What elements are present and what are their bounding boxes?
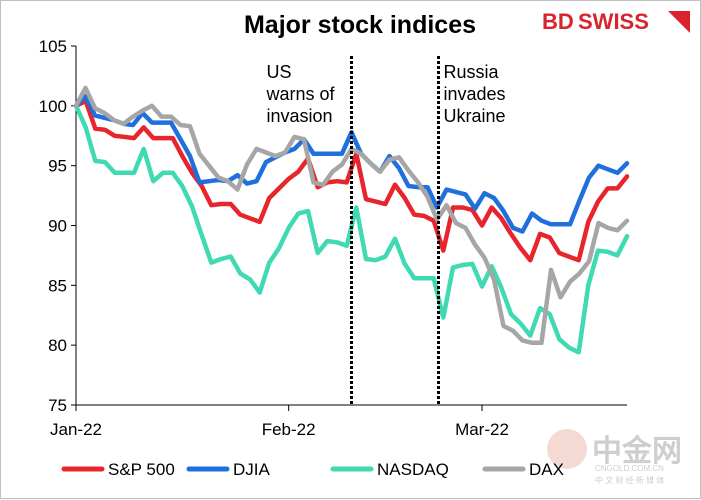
event-annotation-text: Russia: [444, 62, 500, 82]
legend-label: NASDAQ: [377, 460, 449, 479]
legend-label: DAX: [529, 460, 564, 479]
watermark: 中金网 CNGOLD.COM.CN 中 文 财 经 新 媒 体: [547, 429, 682, 485]
watermark-url: CNGOLD.COM.CN: [595, 464, 664, 473]
brand-logo-bd: BD: [542, 9, 574, 34]
legend-label: DJIA: [233, 460, 271, 479]
x-tick-label: Feb-22: [262, 420, 316, 439]
y-tick-label: 85: [48, 276, 67, 295]
x-tick-label: Mar-22: [455, 420, 509, 439]
watermark-flame-icon: [547, 429, 587, 469]
x-tick-label: Jan-22: [50, 420, 102, 439]
legend-label: S&P 500: [108, 460, 175, 479]
y-tick-label: 75: [48, 396, 67, 415]
watermark-name: 中金网: [592, 434, 682, 468]
y-tick-label: 90: [48, 217, 67, 236]
watermark-tagline: 中 文 财 经 新 媒 体: [595, 475, 664, 485]
brand-logo-mark-icon: [668, 11, 690, 33]
y-tick-label: 100: [39, 97, 67, 116]
chart-title: Major stock indices: [244, 11, 476, 39]
y-tick-label: 95: [48, 157, 67, 176]
event-annotation-text: invasion: [267, 106, 333, 126]
y-tick-label: 80: [48, 336, 67, 355]
event-annotation-text: warns of: [266, 84, 336, 104]
event-annotation-text: Ukraine: [444, 106, 506, 126]
event-annotation-text: invades: [444, 84, 506, 104]
brand-logo-swiss: SWISS: [578, 9, 649, 34]
event-annotation-text: US: [267, 62, 292, 82]
axes: 75 80 85 90 95 100 105 Jan-22 Feb-22 Mar-22: [39, 37, 627, 439]
y-tick-label: 105: [39, 37, 67, 56]
legend: S&P 500 DJIA NASDAQ DAX: [61, 460, 564, 479]
brand-logo: BD SWISS: [542, 9, 690, 34]
